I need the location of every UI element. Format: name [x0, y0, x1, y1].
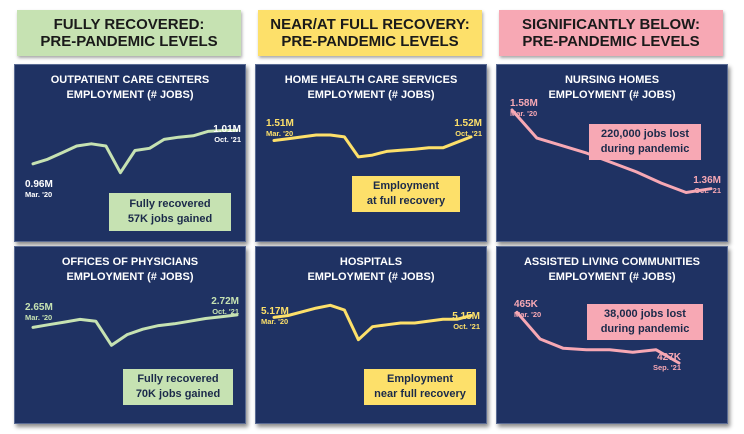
outpatient-line-chart — [31, 129, 239, 175]
end-date: Oct. '21 — [214, 135, 241, 144]
start-value: 0.96M — [25, 179, 53, 190]
callout-line2: during pandemic — [600, 323, 690, 335]
home-health-panel: HOME HEALTH CARE SERVICES EMPLOYMENT (# … — [255, 64, 487, 242]
panel-title: OFFICES OF PHYSICIANS EMPLOYMENT (# JOBS… — [15, 255, 245, 285]
nursing-homes-line-chart — [510, 108, 713, 194]
end-date: Oct. '21 — [212, 307, 239, 316]
callout-line1: Fully recovered — [129, 198, 211, 210]
callout-box: Fully recovered 57K jobs gained — [109, 193, 231, 231]
hospitals-line-chart — [272, 303, 473, 342]
header-significantly-below: SIGNIFICANTLY BELOW: PRE-PANDEMIC LEVELS — [499, 10, 723, 56]
end-date: Oct. '21 — [694, 186, 721, 195]
end-value: 2.72M — [211, 296, 239, 307]
panel-title-line2: EMPLOYMENT (# JOBS) — [66, 89, 194, 101]
panel-title: OUTPATIENT CARE CENTERS EMPLOYMENT (# JO… — [15, 73, 245, 103]
start-value: 1.51M — [266, 118, 294, 129]
start-value: 5.17M — [261, 306, 289, 317]
panel-title: NURSING HOMES EMPLOYMENT (# JOBS) — [497, 73, 727, 103]
panel-title-line1: OUTPATIENT CARE CENTERS — [50, 74, 210, 86]
panel-title: HOME HEALTH CARE SERVICES EMPLOYMENT (# … — [256, 73, 486, 103]
callout-line2: at full recovery — [366, 195, 446, 207]
end-date: Oct. '21 — [455, 129, 482, 138]
start-date: Mar. '20 — [514, 310, 542, 319]
callout-line1: 38,000 jobs lost — [604, 308, 686, 320]
panel-title-line1: ASSISTED LIVING COMMUNITIES — [523, 256, 700, 268]
header-fully-recovered: FULLY RECOVERED: PRE-PANDEMIC LEVELS — [17, 10, 241, 56]
start-date: Mar. '20 — [25, 313, 53, 322]
panel-title-line2: EMPLOYMENT (# JOBS) — [548, 271, 676, 283]
panel-title-line1: NURSING HOMES — [564, 74, 660, 86]
hospitals-panel: HOSPITALS EMPLOYMENT (# JOBS) 5.17M Mar.… — [255, 246, 487, 424]
start-date: Mar. '20 — [266, 129, 294, 138]
start-label: 1.51M Mar. '20 — [266, 118, 294, 138]
end-label: 1.36M Oct. '21 — [675, 175, 721, 195]
start-value: 1.58M — [510, 98, 538, 109]
start-date: Mar. '20 — [261, 317, 289, 326]
start-label: 5.17M Mar. '20 — [261, 306, 289, 326]
end-value: 1.36M — [693, 175, 721, 186]
callout-box: Employment near full recovery — [364, 369, 476, 405]
callout-box: Fully recovered 70K jobs gained — [123, 369, 233, 405]
panel-title-line2: EMPLOYMENT (# JOBS) — [548, 89, 676, 101]
series-line — [31, 129, 239, 175]
series-line — [272, 133, 473, 159]
panel-title-line1: HOME HEALTH CARE SERVICES — [284, 74, 458, 86]
callout-line1: Employment — [386, 373, 453, 385]
callout-line2: 70K jobs gained — [135, 388, 221, 400]
outpatient-care-panel: OUTPATIENT CARE CENTERS EMPLOYMENT (# JO… — [14, 64, 246, 242]
series-line — [515, 310, 681, 365]
callout-box: 38,000 jobs lost during pandemic — [587, 304, 703, 340]
callout-line2: during pandemic — [600, 143, 690, 155]
panel-title-line2: EMPLOYMENT (# JOBS) — [307, 271, 435, 283]
end-value: 1.01M — [213, 124, 241, 135]
end-label: 1.52M Oct. '21 — [436, 118, 482, 138]
start-label: 0.96M Mar. '20 — [25, 179, 53, 199]
end-label: 2.72M Oct. '21 — [193, 296, 239, 316]
end-date: Sep. '21 — [652, 363, 681, 372]
end-label: 5.15M Oct. '21 — [434, 311, 480, 331]
panel-title-line2: EMPLOYMENT (# JOBS) — [66, 271, 194, 283]
panel-title-line2: EMPLOYMENT (# JOBS) — [307, 89, 435, 101]
series-line — [510, 108, 713, 194]
header-line2: PRE-PANDEMIC LEVELS — [40, 33, 218, 50]
callout-box: Employment at full recovery — [352, 176, 460, 212]
series-line — [31, 313, 239, 347]
callout-line2: 57K jobs gained — [127, 213, 213, 225]
callout-line2: near full recovery — [374, 388, 466, 400]
start-label: 465K Mar. '20 — [514, 299, 541, 319]
end-value: 1.52M — [454, 118, 482, 129]
end-date: Oct. '21 — [453, 322, 480, 331]
panel-title: ASSISTED LIVING COMMUNITIES EMPLOYMENT (… — [497, 255, 727, 285]
start-date: Mar. '20 — [510, 109, 538, 118]
physicians-line-chart — [31, 313, 239, 347]
panel-title: HOSPITALS EMPLOYMENT (# JOBS) — [256, 255, 486, 285]
home-health-line-chart — [272, 133, 473, 159]
start-value: 465K — [514, 299, 538, 310]
assisted-living-panel: ASSISTED LIVING COMMUNITIES EMPLOYMENT (… — [496, 246, 728, 424]
start-value: 2.65M — [25, 302, 53, 313]
callout-line1: Employment — [372, 180, 439, 192]
end-value: 427K — [657, 352, 681, 363]
panel-title-line1: HOSPITALS — [339, 256, 403, 268]
callout-line1: Fully recovered — [137, 373, 219, 385]
start-label: 1.58M Mar. '20 — [510, 98, 538, 118]
physicians-panel: OFFICES OF PHYSICIANS EMPLOYMENT (# JOBS… — [14, 246, 246, 424]
nursing-homes-panel: NURSING HOMES EMPLOYMENT (# JOBS) 1.58M … — [496, 64, 728, 242]
end-label: 1.01M Oct. '21 — [195, 124, 241, 144]
assisted-living-line-chart — [515, 310, 681, 365]
header-line1: FULLY RECOVERED: — [53, 16, 205, 33]
panel-title-line1: OFFICES OF PHYSICIANS — [61, 256, 199, 268]
header-near-full-recovery: NEAR/AT FULL RECOVERY: PRE-PANDEMIC LEVE… — [258, 10, 482, 56]
end-label: 427K Sep. '21 — [635, 352, 681, 372]
series-line — [272, 303, 473, 342]
callout-line1: 220,000 jobs lost — [600, 128, 690, 140]
header-line2: PRE-PANDEMIC LEVELS — [281, 33, 459, 50]
header-line1: SIGNIFICANTLY BELOW: — [521, 16, 701, 33]
header-line1: NEAR/AT FULL RECOVERY: — [270, 16, 470, 33]
header-line2: PRE-PANDEMIC LEVELS — [522, 33, 700, 50]
start-label: 2.65M Mar. '20 — [25, 302, 53, 322]
callout-box: 220,000 jobs lost during pandemic — [589, 124, 701, 160]
end-value: 5.15M — [452, 311, 480, 322]
start-date: Mar. '20 — [25, 190, 53, 199]
